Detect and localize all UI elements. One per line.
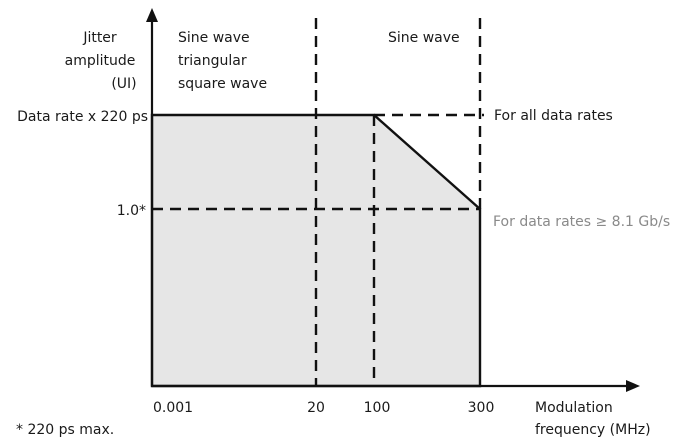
x-tick-label-0-001: 0.001 xyxy=(153,400,193,416)
region-label-high: Sine wave xyxy=(388,30,460,46)
annotation-data-rates-8-1: For data rates ≥ 8.1 Gb/s xyxy=(493,214,670,230)
footnote: * 220 ps max. xyxy=(16,422,114,438)
y-axis-label-line-1: Jitter xyxy=(82,30,117,46)
y-axis-label-line-3: (UI) xyxy=(111,76,136,92)
y-axis-label-line-2: amplitude xyxy=(65,53,136,69)
x-tick-label-300: 300 xyxy=(468,400,495,416)
region-label-low-line-1: Sine wave xyxy=(178,30,250,46)
x-tick-label-20: 20 xyxy=(307,400,325,416)
annotation-all-data-rates: For all data rates xyxy=(494,108,613,124)
y-tick-label-data-rate: Data rate x 220 ps xyxy=(17,109,148,125)
y-tick-label-1: 1.0* xyxy=(117,203,146,219)
x-tick-label-100: 100 xyxy=(364,400,391,416)
region-label-low-line-2: triangular xyxy=(178,53,247,69)
region-label-low-line-3: square wave xyxy=(178,76,267,92)
y-axis-arrow xyxy=(146,8,158,22)
x-axis-label-line-1: Modulation xyxy=(535,400,613,416)
x-axis-label-line-2: frequency (MHz) xyxy=(535,422,651,438)
x-axis-arrow xyxy=(626,380,640,392)
